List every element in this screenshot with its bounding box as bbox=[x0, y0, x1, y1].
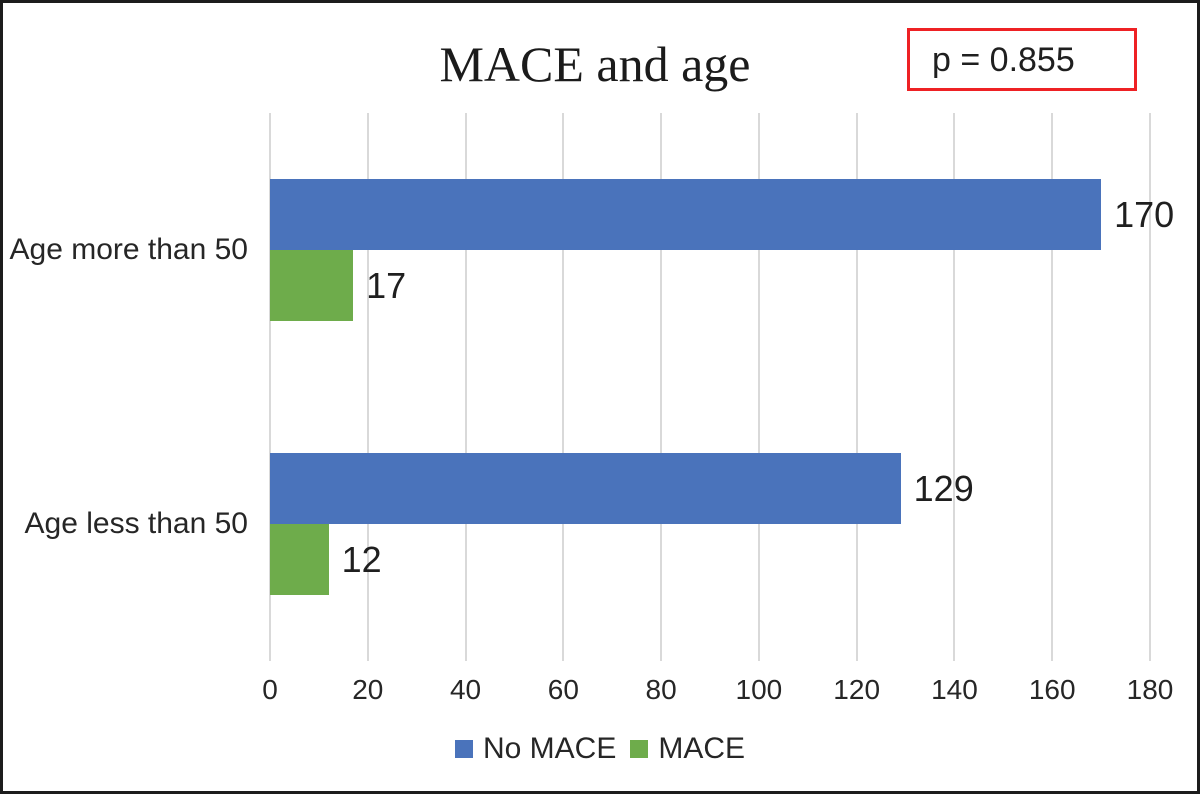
gridline bbox=[1051, 113, 1054, 661]
x-tick-label: 20 bbox=[352, 674, 384, 705]
x-tick-label: 140 bbox=[931, 674, 978, 705]
legend-item-mace: MACE bbox=[630, 731, 745, 767]
gridline bbox=[464, 113, 467, 661]
x-tick-label: 180 bbox=[1126, 674, 1174, 705]
gridline bbox=[562, 113, 565, 661]
legend-label: No MACE bbox=[482, 732, 617, 765]
chart-title: MACE and age bbox=[439, 36, 751, 92]
gridline bbox=[366, 113, 369, 661]
gridline bbox=[269, 113, 271, 661]
bar-no-mace bbox=[270, 453, 901, 524]
gridline bbox=[757, 113, 760, 661]
p-value-box: p = 0.855 bbox=[907, 28, 1137, 91]
bar-no-mace bbox=[270, 179, 1102, 250]
legend: No MACE MACE bbox=[3, 731, 1197, 767]
p-value-text: p = 0.855 bbox=[932, 40, 1075, 79]
legend-label: MACE bbox=[658, 732, 746, 765]
x-tick-label: 60 bbox=[547, 674, 579, 705]
data-label: 170 bbox=[1114, 193, 1175, 235]
bar-mace bbox=[270, 250, 354, 321]
category-label: Age less than 50 bbox=[24, 507, 249, 540]
category-label: Age more than 50 bbox=[9, 233, 249, 266]
gridline bbox=[660, 113, 663, 661]
legend-item-no-mace: No MACE bbox=[454, 731, 617, 767]
plot-area: 170 17 129 12 bbox=[269, 113, 1174, 661]
gridline bbox=[855, 113, 858, 661]
x-tick-label: 160 bbox=[1028, 674, 1076, 705]
x-tick-label: 100 bbox=[735, 674, 783, 705]
gridline bbox=[953, 113, 956, 661]
legend-swatch-icon bbox=[630, 740, 649, 758]
data-label: 129 bbox=[913, 467, 974, 509]
x-tick-label: 0 bbox=[262, 674, 278, 705]
bar-mace bbox=[270, 524, 329, 595]
gridline bbox=[1149, 113, 1151, 661]
x-tick-label: 40 bbox=[449, 674, 482, 705]
data-label: 12 bbox=[341, 538, 382, 580]
legend-swatch-icon bbox=[454, 740, 473, 758]
x-tick-label: 80 bbox=[645, 674, 677, 705]
x-axis: 0 20 40 60 80 100 120 140 160 180 bbox=[262, 674, 1173, 706]
data-label: 17 bbox=[366, 264, 407, 306]
x-tick-label: 120 bbox=[833, 674, 881, 705]
